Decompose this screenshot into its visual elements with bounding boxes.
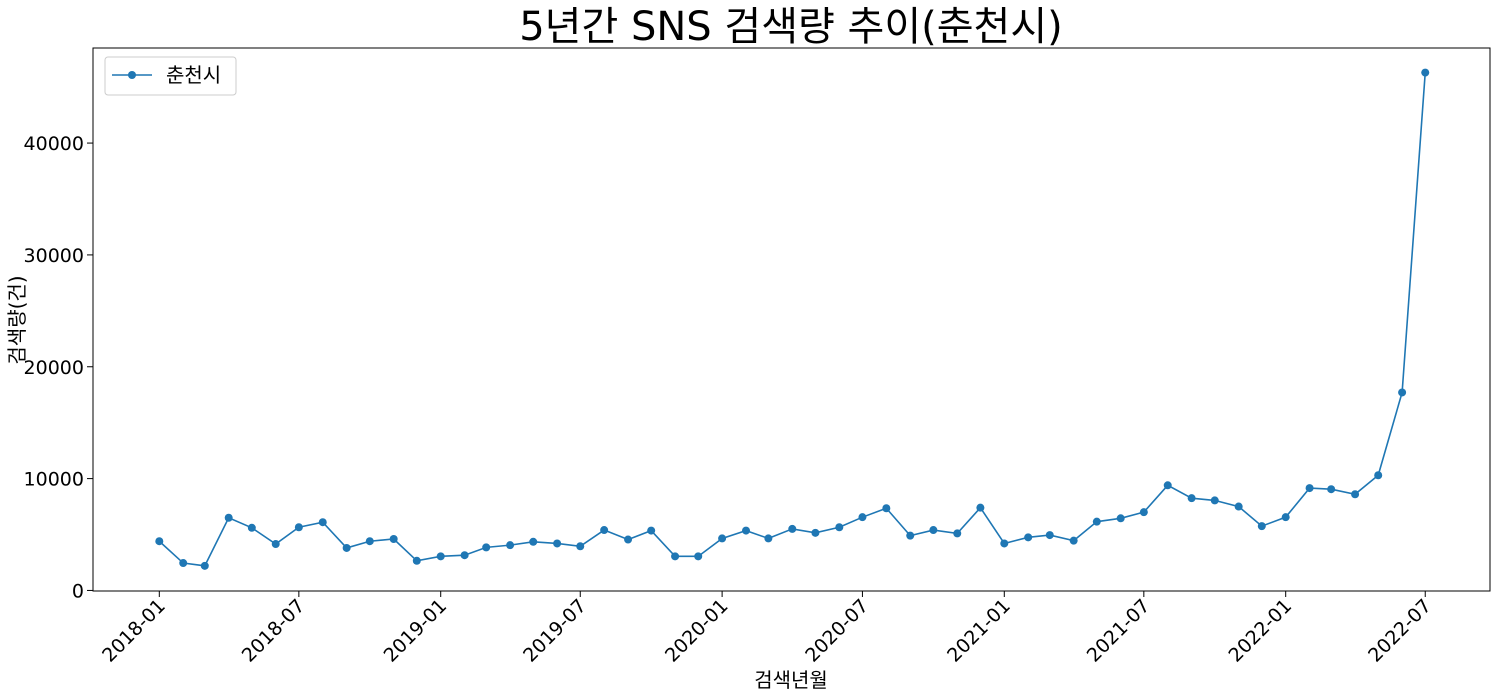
data-point-2019-08 (600, 526, 609, 535)
x-tick-label: 2019-07 (519, 595, 591, 667)
data-point-2018-05 (247, 523, 256, 532)
data-point-2021-04 (1069, 536, 1078, 545)
data-point-2018-06 (271, 540, 280, 549)
x-tick-label: 2020-01 (661, 595, 733, 667)
data-point-2022-02 (1305, 484, 1314, 493)
y-tick-label: 20000 (24, 357, 84, 379)
legend-box (104, 56, 237, 96)
data-point-2019-11 (671, 552, 680, 561)
data-point-2020-10 (929, 526, 938, 535)
data-point-2021-01 (1000, 539, 1009, 548)
data-point-2021-11 (1234, 502, 1243, 511)
data-point-2020-07 (858, 513, 867, 522)
x-axis-label: 검색년월 (754, 668, 828, 692)
data-point-2020-04 (788, 524, 797, 533)
data-point-2019-09 (624, 535, 633, 544)
data-point-2022-03 (1327, 485, 1336, 494)
data-point-2022-01 (1281, 513, 1290, 522)
data-point-2020-06 (835, 523, 844, 532)
y-tick-label: 40000 (24, 133, 84, 155)
data-point-2018-03 (200, 561, 209, 570)
data-point-2021-02 (1024, 533, 1033, 542)
data-point-2019-05 (529, 537, 538, 546)
legend: 춘천시 (104, 56, 237, 96)
data-point-2019-12 (694, 552, 703, 561)
data-point-2018-04 (224, 513, 233, 522)
chart-title: 5년간 SNS 검색량 추이(춘천시) (519, 4, 1063, 50)
data-point-2019-03 (482, 543, 491, 552)
x-tick-label: 2022-01 (1225, 595, 1297, 667)
data-point-2021-10 (1210, 496, 1219, 505)
data-point-2020-03 (764, 534, 773, 543)
data-point-2019-10 (647, 526, 656, 535)
data-point-2020-09 (906, 531, 915, 540)
x-tick-label: 2022-07 (1364, 595, 1436, 667)
data-point-2019-04 (506, 541, 515, 550)
x-tick-label: 2018-07 (238, 595, 310, 667)
data-point-2020-02 (742, 526, 751, 535)
y-tick-label: 30000 (24, 245, 84, 267)
x-tick-label: 2018-01 (98, 595, 170, 667)
data-point-2021-06 (1116, 514, 1125, 523)
data-point-2018-11 (389, 534, 398, 543)
x-tick-label: 2021-01 (943, 595, 1015, 667)
data-point-2020-12 (976, 503, 985, 512)
x-tick-label: 2021-07 (1083, 595, 1155, 667)
x-tick-label: 2020-07 (801, 595, 873, 667)
data-point-2018-07 (294, 523, 303, 532)
y-tick-label: 10000 (24, 469, 84, 491)
data-point-2022-06 (1398, 388, 1407, 397)
data-point-2018-12 (412, 556, 421, 565)
data-point-2018-09 (342, 543, 351, 552)
data-point-2022-07 (1421, 68, 1430, 77)
data-point-2021-12 (1257, 522, 1266, 531)
data-point-2018-10 (365, 537, 374, 546)
data-point-2020-08 (882, 504, 891, 513)
data-point-2020-05 (811, 528, 820, 537)
data-point-2022-04 (1351, 490, 1360, 499)
data-point-2021-07 (1139, 508, 1148, 517)
x-tick-label: 2019-01 (380, 595, 452, 667)
data-point-2018-02 (179, 559, 188, 568)
data-point-2021-05 (1092, 517, 1101, 526)
data-point-2020-01 (718, 534, 727, 543)
data-point-2022-05 (1374, 471, 1383, 480)
data-point-2018-08 (318, 518, 327, 527)
data-point-2018-01 (155, 537, 164, 546)
data-point-2019-02 (460, 551, 469, 560)
data-point-2021-08 (1163, 481, 1172, 490)
y-axis-label: 검색량(건) (5, 275, 29, 364)
data-point-2019-07 (576, 542, 585, 551)
plot-area-frame (92, 47, 1491, 592)
data-point-2020-11 (953, 529, 962, 538)
legend-marker-swatch (128, 71, 136, 79)
data-point-2021-03 (1045, 531, 1054, 540)
data-point-2019-06 (553, 539, 562, 548)
data-point-2021-09 (1187, 494, 1196, 503)
y-axis: 0 10000 20000 30000 40000 (24, 133, 93, 602)
y-tick-label: 0 (72, 580, 84, 602)
data-point-2019-01 (436, 552, 445, 561)
legend-label-chuncheon: 춘천시 (166, 63, 221, 87)
series-markers (155, 68, 1430, 570)
x-axis: 2018-01 2018-07 2019-01 2019-07 2020-01 2020-… (98, 591, 1436, 667)
